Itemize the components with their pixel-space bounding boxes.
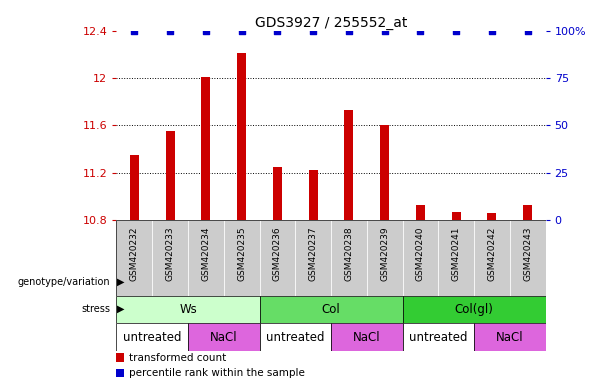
Bar xyxy=(295,220,331,296)
Text: Col(gl): Col(gl) xyxy=(455,303,493,316)
Text: untreated: untreated xyxy=(123,331,181,344)
Bar xyxy=(367,220,403,296)
Point xyxy=(201,28,211,34)
Bar xyxy=(331,220,367,296)
Bar xyxy=(166,131,175,220)
Text: ▶: ▶ xyxy=(116,304,124,314)
Bar xyxy=(403,323,474,351)
Bar xyxy=(116,296,259,323)
Bar xyxy=(474,323,546,351)
Bar xyxy=(474,220,510,296)
Text: GSM420235: GSM420235 xyxy=(237,226,246,281)
Bar xyxy=(202,77,210,220)
Text: GSM420232: GSM420232 xyxy=(130,226,139,281)
Title: GDS3927 / 255552_at: GDS3927 / 255552_at xyxy=(255,16,407,30)
Bar xyxy=(188,220,224,296)
Text: GSM420238: GSM420238 xyxy=(345,226,354,281)
Bar xyxy=(510,220,546,296)
Bar xyxy=(403,220,438,296)
Bar xyxy=(237,53,246,220)
Point xyxy=(487,28,497,34)
Point xyxy=(272,28,282,34)
Text: Ws: Ws xyxy=(179,303,197,316)
Text: untreated: untreated xyxy=(409,331,468,344)
Point xyxy=(165,28,175,34)
Bar xyxy=(452,212,460,220)
Bar xyxy=(331,323,403,351)
Point xyxy=(523,28,533,34)
Text: GSM420236: GSM420236 xyxy=(273,226,282,281)
Text: Col: Col xyxy=(322,303,340,316)
Text: GSM420241: GSM420241 xyxy=(452,226,461,281)
Text: NaCl: NaCl xyxy=(210,331,238,344)
Text: GSM420242: GSM420242 xyxy=(487,226,497,281)
Bar xyxy=(345,110,353,220)
Bar xyxy=(380,126,389,220)
Point xyxy=(416,28,425,34)
Point xyxy=(451,28,461,34)
Bar xyxy=(188,323,259,351)
Bar xyxy=(524,205,532,220)
Bar xyxy=(116,323,188,351)
Bar xyxy=(259,296,403,323)
Text: GSM420237: GSM420237 xyxy=(308,226,318,281)
Text: NaCl: NaCl xyxy=(353,331,381,344)
Point xyxy=(308,28,318,34)
Text: GSM420233: GSM420233 xyxy=(166,226,175,281)
Bar xyxy=(224,220,259,296)
Bar xyxy=(116,353,124,362)
Bar xyxy=(273,167,282,220)
Point xyxy=(344,28,354,34)
Text: genotype/variation: genotype/variation xyxy=(18,277,110,287)
Text: NaCl: NaCl xyxy=(496,331,524,344)
Bar xyxy=(130,155,139,220)
Bar xyxy=(116,369,124,377)
Bar xyxy=(116,220,152,296)
Bar xyxy=(416,205,425,220)
Bar xyxy=(309,170,318,220)
Text: GSM420239: GSM420239 xyxy=(380,226,389,281)
Bar xyxy=(438,220,474,296)
Text: untreated: untreated xyxy=(266,331,324,344)
Text: stress: stress xyxy=(82,304,110,314)
Point xyxy=(237,28,246,34)
Text: GSM420240: GSM420240 xyxy=(416,226,425,281)
Text: GSM420234: GSM420234 xyxy=(201,226,210,281)
Bar xyxy=(152,220,188,296)
Point xyxy=(379,28,389,34)
Bar xyxy=(259,220,295,296)
Text: percentile rank within the sample: percentile rank within the sample xyxy=(129,368,305,378)
Text: GSM420243: GSM420243 xyxy=(523,226,532,281)
Text: transformed count: transformed count xyxy=(129,353,227,363)
Bar xyxy=(259,323,331,351)
Bar xyxy=(487,213,497,220)
Bar xyxy=(403,296,546,323)
Text: ▶: ▶ xyxy=(116,277,124,287)
Point xyxy=(129,28,139,34)
